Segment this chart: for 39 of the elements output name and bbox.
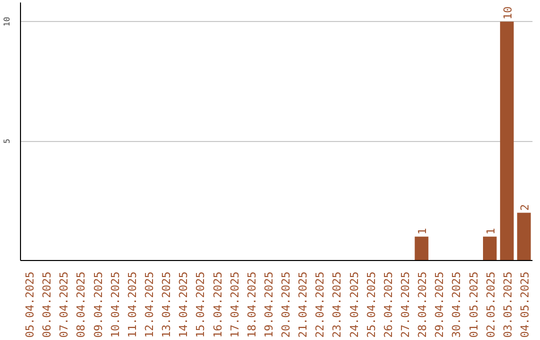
x-tick-label: 22.04.2025	[314, 271, 327, 338]
x-tick-label: 08.04.2025	[74, 271, 88, 338]
data-label: 2	[518, 204, 532, 211]
x-tick-label: 09.04.2025	[92, 271, 105, 338]
x-tick-label: 19.04.2025	[262, 271, 276, 338]
x-tick-label: 30.04.2025	[450, 271, 464, 338]
data-label: 1	[416, 228, 430, 235]
x-tick-label: 01.05.2025	[467, 271, 480, 338]
x-tick-label: 06.04.2025	[40, 271, 54, 338]
x-tick-label: 07.04.2025	[58, 271, 71, 338]
x-tick-label: 27.04.2025	[399, 271, 412, 338]
x-tick-label: 28.04.2025	[416, 271, 430, 338]
x-tick-label: 24.04.2025	[348, 271, 361, 338]
x-tick-label: 05.04.2025	[24, 271, 37, 338]
y-tick-label: 5	[2, 138, 12, 144]
x-tick-label: 14.04.2025	[177, 271, 190, 338]
x-tick-label: 10.04.2025	[108, 271, 122, 338]
x-tick-label: 21.04.2025	[296, 271, 310, 338]
x-tick-label: 26.04.2025	[382, 271, 395, 338]
x-tick-label: 20.04.2025	[280, 271, 293, 338]
bar	[517, 212, 531, 260]
x-tick-label: 23.04.2025	[330, 271, 344, 338]
x-tick-label: 25.04.2025	[364, 271, 378, 338]
data-label: 1	[484, 228, 498, 235]
x-tick-label: 12.04.2025	[143, 271, 156, 338]
data-label: 10	[501, 6, 514, 20]
x-tick-label: 16.04.2025	[211, 271, 224, 338]
x-tick-label: 02.05.2025	[484, 271, 498, 338]
bar	[500, 22, 514, 260]
bar	[414, 236, 428, 260]
x-tick-label: 17.04.2025	[228, 271, 242, 338]
bar	[483, 236, 497, 260]
x-tick-label: 04.05.2025	[518, 271, 532, 338]
x-tick-label: 13.04.2025	[160, 271, 174, 338]
x-tick-label: 29.04.2025	[433, 271, 446, 338]
x-tick-label: 15.04.2025	[194, 271, 208, 338]
x-tick-label: 03.05.2025	[501, 271, 514, 338]
x-tick-label: 11.04.2025	[126, 271, 139, 338]
x-tick-label: 18.04.2025	[245, 271, 258, 338]
